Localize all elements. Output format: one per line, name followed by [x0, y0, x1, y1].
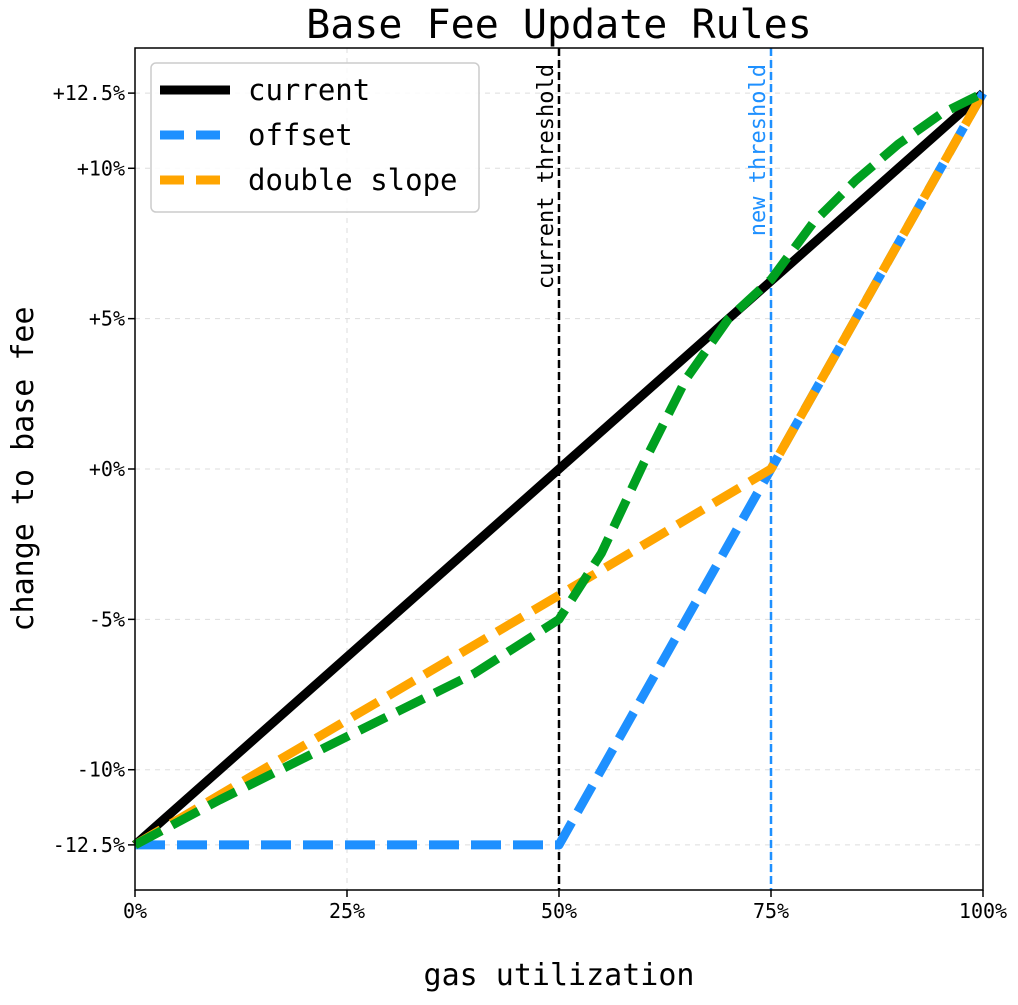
x-tick-label-4: 100%	[959, 899, 1007, 923]
series-line-1	[135, 90, 987, 850]
x-axis-label: gas utilization	[424, 958, 695, 993]
legend-box	[150, 62, 480, 213]
x-tick-label-2: 50%	[541, 899, 577, 923]
y-tick-label-0: -12.5%	[53, 833, 125, 857]
threshold-label-1: new threshold	[746, 64, 771, 236]
series-line-3	[132, 89, 986, 849]
axis-ticks: 0% 25% 50% 75% 100% -12.5% -10% -5% +0% +5% +10% +1…	[53, 81, 1007, 923]
legend-label-1: offset	[248, 118, 353, 152]
x-tick-label-0: 0%	[123, 899, 147, 923]
series-lines	[132, 89, 987, 850]
legend-label-0: current	[248, 73, 370, 107]
series-line-0	[132, 89, 986, 849]
y-tick-label-4: +5%	[89, 307, 125, 331]
y-tick-label-1: -10%	[77, 758, 125, 782]
series-line-2	[132, 90, 987, 849]
y-axis-label: change to base fee	[6, 306, 41, 631]
threshold-label-0: current threshold	[534, 64, 559, 289]
legend-label-2: double slope	[248, 163, 458, 197]
y-tick-label-6: +12.5%	[53, 81, 125, 105]
y-tick-label-3: +0%	[89, 457, 125, 481]
y-tick-label-2: -5%	[89, 607, 125, 631]
x-tick-label-1: 25%	[329, 899, 365, 923]
chart-title: Base Fee Update Rules	[306, 2, 812, 48]
y-tick-label-5: +10%	[77, 156, 125, 180]
x-tick-label-3: 75%	[753, 899, 789, 923]
legend: current offset double slope	[150, 62, 480, 213]
